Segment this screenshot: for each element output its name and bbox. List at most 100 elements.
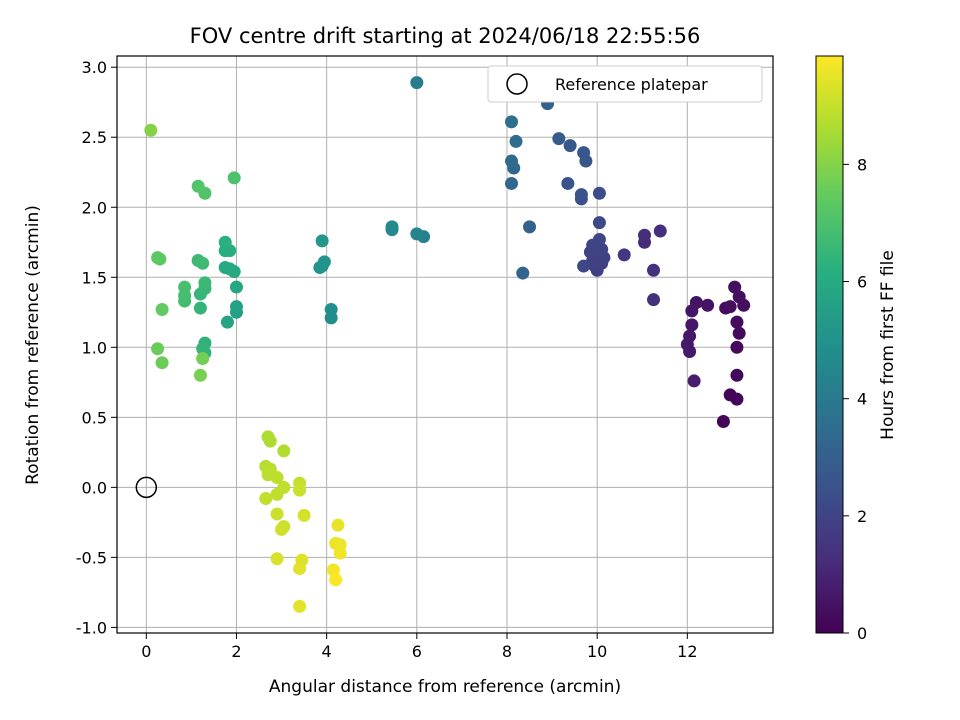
data-point [191, 179, 205, 193]
data-point [552, 132, 566, 146]
data-point [577, 146, 591, 160]
data-point [229, 300, 243, 314]
reference-platepar-marker [135, 476, 158, 499]
y-tick-label: 1.5 [82, 268, 107, 287]
colorbar-ticks: 0 2 4 6 8 [843, 155, 867, 643]
data-point [687, 374, 701, 388]
data-point [220, 315, 234, 329]
data-point [270, 507, 284, 521]
colorbar-tick-label: 2 [857, 507, 867, 526]
data-point [716, 415, 730, 429]
data-point [196, 342, 210, 356]
data-point [732, 290, 746, 304]
data-point [326, 563, 340, 577]
y-axis: -1.0 -0.5 0.0 0.5 1.0 1.5 2.0 2.5 3.0 [76, 58, 117, 637]
legend-label: Reference platepar [555, 75, 708, 94]
data-point [647, 263, 661, 277]
data-point [324, 302, 338, 316]
data-point [730, 315, 744, 329]
data-point [730, 368, 744, 382]
x-tick-label: 6 [412, 642, 422, 661]
data-point [297, 508, 311, 522]
data-point [701, 298, 715, 312]
data-point [218, 260, 232, 274]
data-point [617, 248, 631, 262]
data-point [193, 301, 207, 315]
y-tick-label: 3.0 [82, 58, 107, 77]
data-point [410, 227, 424, 241]
x-axis-label: Angular distance from reference (arcmin) [269, 677, 621, 697]
data-point [293, 562, 307, 576]
data-point [592, 216, 606, 230]
y-tick-label: -0.5 [76, 548, 107, 567]
y-tick-label: -1.0 [76, 618, 107, 637]
data-point [410, 76, 424, 90]
data-point [723, 388, 737, 402]
data-point [728, 280, 742, 294]
data-point [563, 139, 577, 153]
data-point [331, 518, 345, 532]
data-point [505, 176, 519, 190]
colorbar-tick-label: 4 [857, 390, 867, 409]
data-point [196, 256, 210, 270]
data-point [155, 356, 169, 370]
colorbar-tick-label: 6 [857, 273, 867, 292]
data-point [685, 318, 699, 332]
data-point [317, 255, 331, 269]
x-tick-label: 0 [141, 642, 151, 661]
data-point [198, 276, 212, 290]
data-point [730, 340, 744, 354]
data-point [574, 188, 588, 202]
data-point [385, 220, 399, 234]
data-point [275, 522, 289, 536]
data-point [259, 492, 273, 506]
y-tick-label: 2.5 [82, 128, 107, 147]
colorbar-tick-label: 8 [857, 155, 867, 174]
data-point [732, 326, 746, 340]
data-point [592, 232, 606, 246]
data-point [333, 546, 347, 560]
y-tick-label: 1.0 [82, 338, 107, 357]
data-point [263, 434, 277, 448]
colorbar-frame [815, 55, 844, 634]
data-point [723, 300, 737, 314]
data-point [270, 552, 284, 566]
data-point [592, 186, 606, 200]
data-point [151, 342, 165, 356]
x-axis: 0 2 4 6 8 10 12 [141, 633, 698, 661]
data-point [505, 154, 519, 168]
x-tick-label: 8 [502, 642, 512, 661]
data-point [505, 115, 519, 129]
colorbar-tick-label: 0 [857, 624, 867, 643]
y-tick-label: 0.0 [82, 478, 107, 497]
y-tick-label: 0.5 [82, 408, 107, 427]
y-axis-label: Rotation from reference (arcmin) [23, 205, 43, 485]
plot-frame [116, 55, 774, 634]
data-point [577, 259, 591, 273]
data-point [196, 352, 210, 366]
data-point [155, 302, 169, 316]
legend-box [487, 65, 763, 103]
x-tick-label: 4 [322, 642, 332, 661]
legend: Reference platepar [487, 65, 763, 103]
data-point [685, 304, 699, 318]
colorbar-label: Hours from first FF file [878, 250, 898, 440]
data-point [653, 224, 667, 238]
data-point [523, 220, 537, 234]
data-point [270, 487, 284, 501]
data-point [293, 599, 307, 613]
data-point [638, 228, 652, 242]
data-point [193, 368, 207, 382]
data-point [509, 134, 523, 148]
grid [117, 56, 773, 633]
chart-title: FOV centre drift starting at 2024/06/18 … [190, 24, 701, 48]
data-point [153, 252, 167, 266]
data-point [647, 293, 661, 307]
data-point [561, 176, 575, 190]
colorbar-gradient [816, 56, 843, 633]
colorbar: 0 2 4 6 8 Hours from first FF file [815, 55, 898, 643]
legend-marker-icon [506, 73, 528, 95]
data-point [270, 471, 284, 485]
data-point [229, 280, 243, 294]
